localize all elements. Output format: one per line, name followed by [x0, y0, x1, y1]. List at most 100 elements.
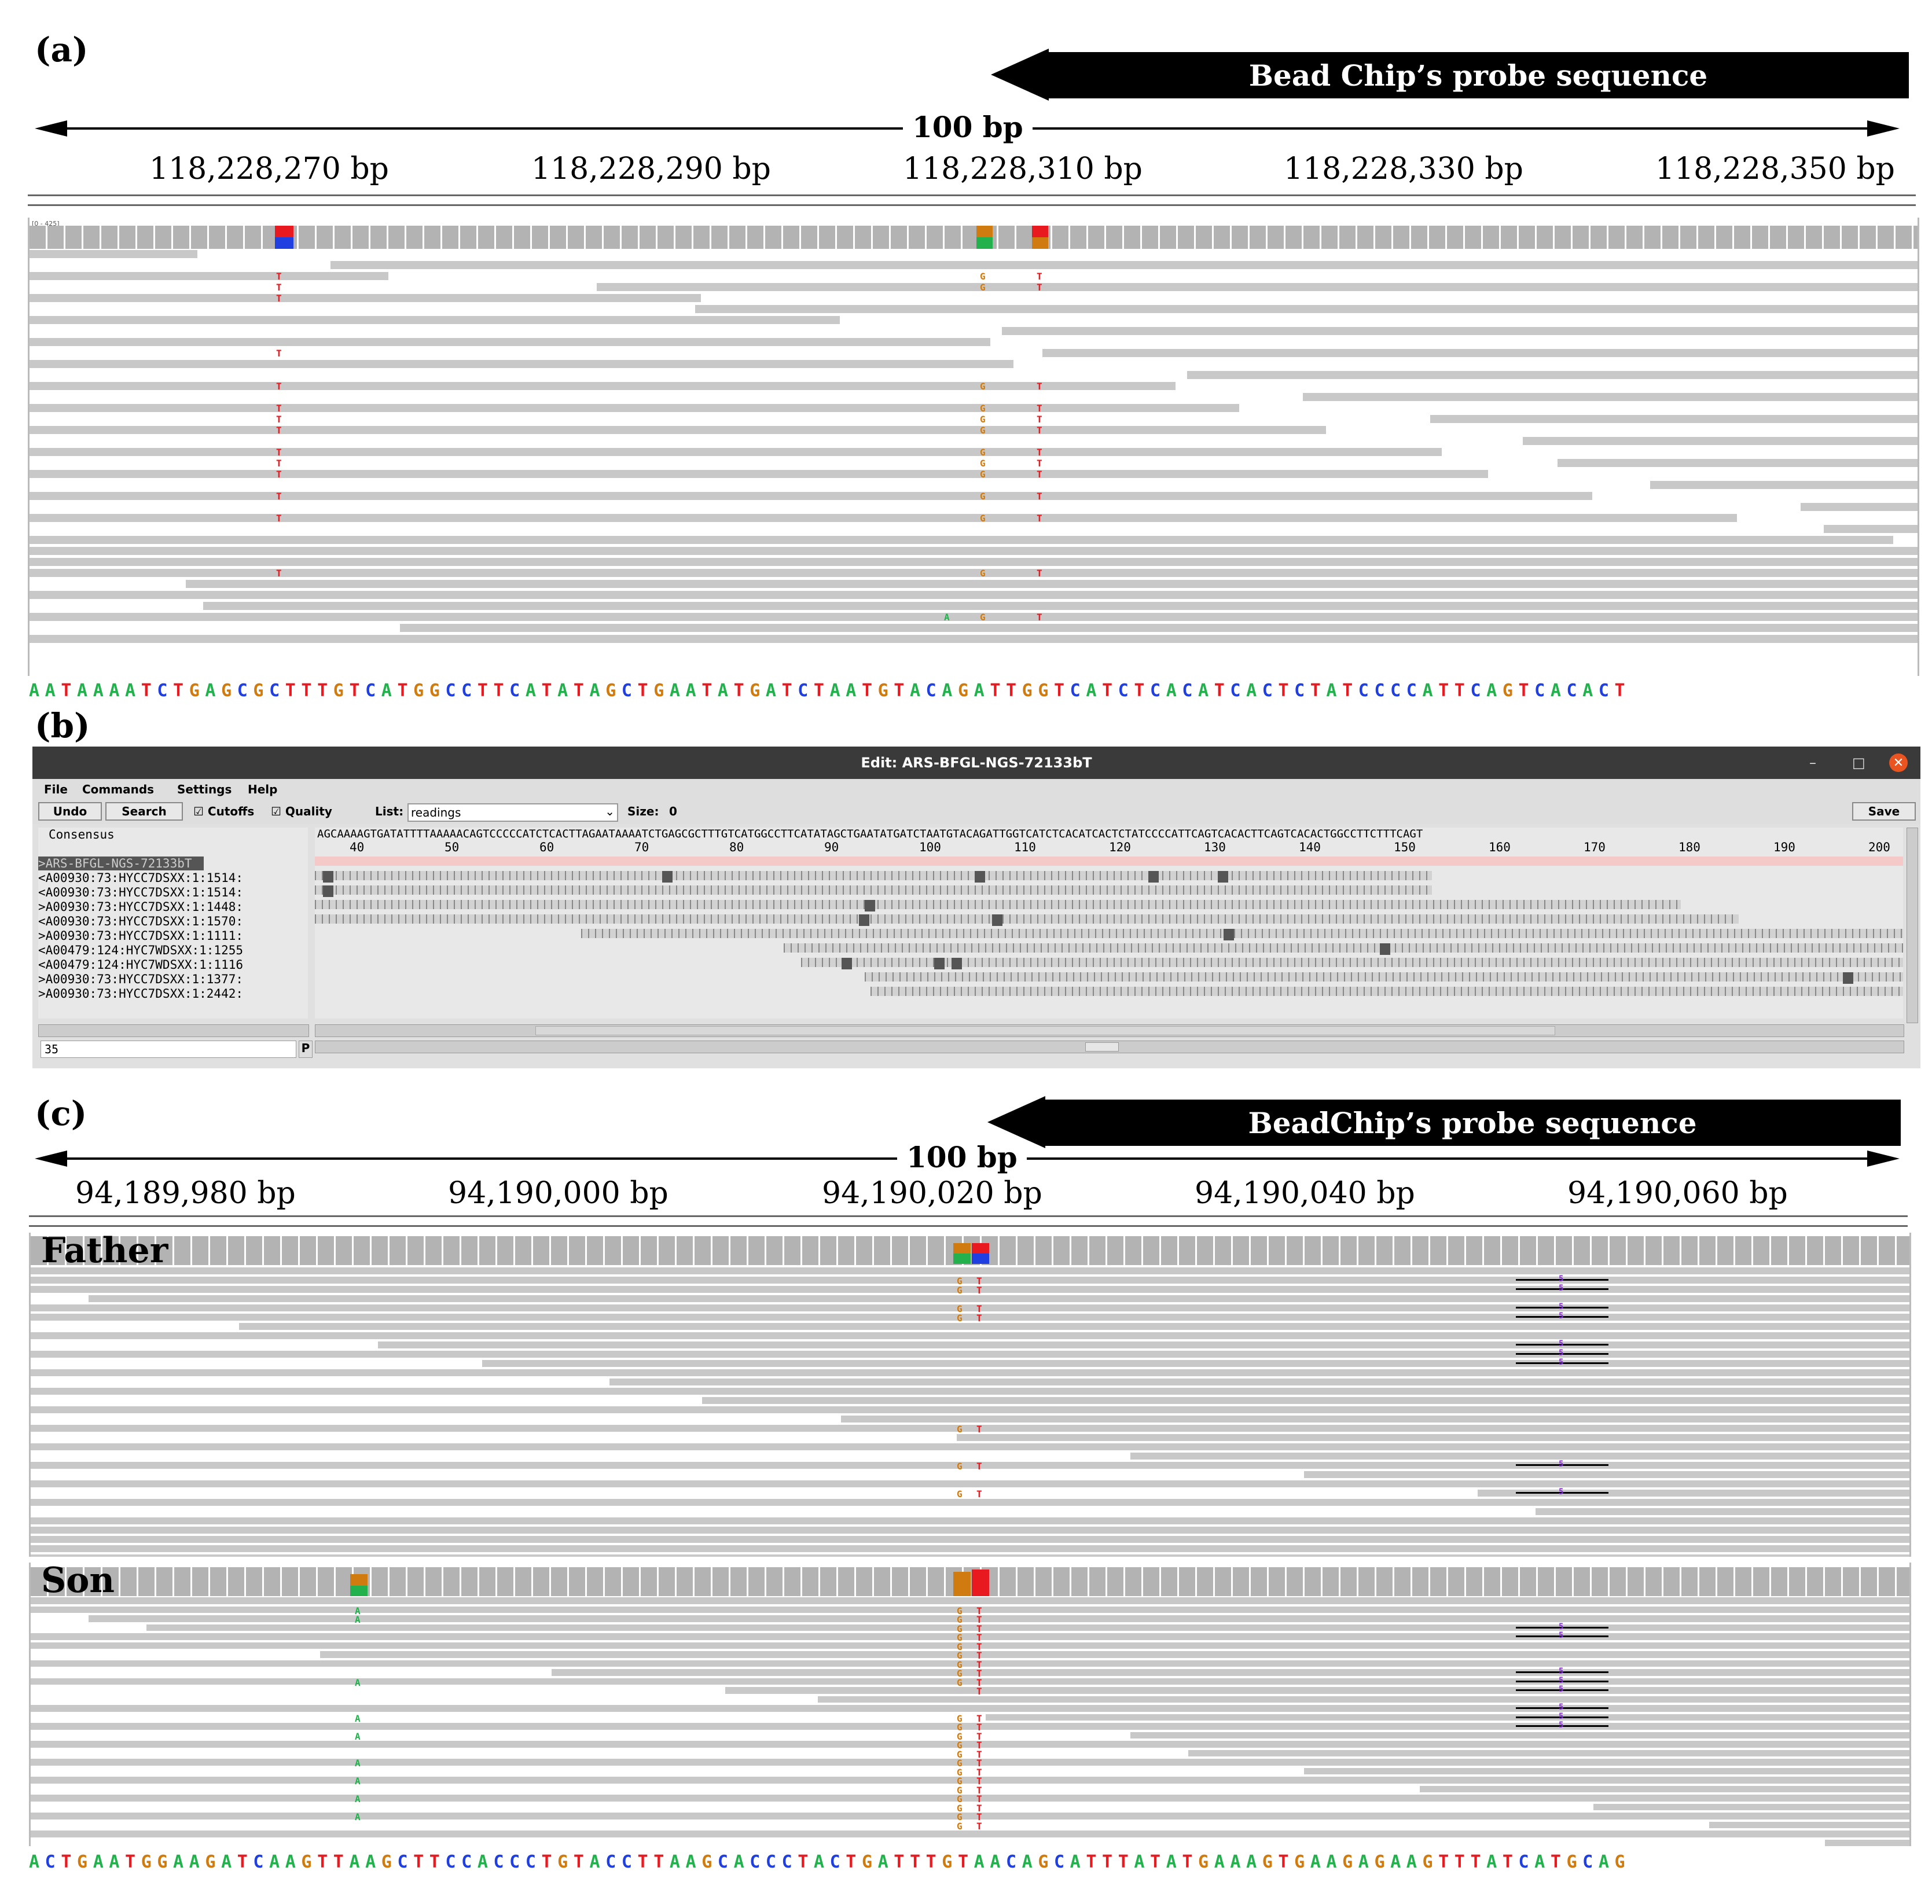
mismatch-base: G — [980, 403, 986, 414]
ref-base: C — [750, 1852, 766, 1872]
search-button[interactable]: Search — [105, 802, 183, 821]
mismatch-base: T — [976, 1285, 982, 1296]
alignment-row — [870, 987, 1903, 996]
alignment-read — [1825, 1839, 1909, 1846]
menu-commands[interactable]: Commands — [82, 782, 155, 796]
p-button[interactable]: P — [299, 1041, 313, 1058]
mismatch-base: G — [980, 612, 986, 623]
mismatch-base: T — [976, 1659, 982, 1670]
ref-base: C — [253, 1852, 270, 1872]
consensus-sequence: AGCAAAAGTGATATTTTAAAAACAGTCCCCCATCTCACTT… — [317, 828, 1423, 840]
alignment-read — [1558, 459, 1918, 467]
ref-base: A — [109, 681, 126, 701]
scrollbar-thumb[interactable] — [535, 1026, 1555, 1035]
ref-base: A — [1198, 681, 1214, 701]
alignment-read — [30, 338, 990, 346]
deletion-line — [1516, 1680, 1608, 1682]
menu-settings[interactable]: Settings — [177, 782, 232, 796]
name-scrollbar[interactable] — [38, 1024, 309, 1037]
window-titlebar[interactable]: Edit: ARS-BFGL-NGS-72133bT — [32, 747, 1920, 779]
mismatch-base: T — [276, 293, 282, 304]
alignment-read — [30, 272, 388, 280]
ref-base: T — [285, 681, 302, 701]
ref-base: T — [957, 1852, 974, 1872]
mismatch-base: T — [976, 1712, 982, 1724]
gap4-editor-window[interactable]: Edit: ARS-BFGL-NGS-72133bT – □ ✕ File Co… — [32, 747, 1920, 1068]
ref-base: C — [397, 1852, 414, 1872]
mismatch-base: G — [957, 1313, 963, 1324]
ref-base: A — [1486, 681, 1503, 701]
menu-file[interactable]: File — [44, 782, 68, 796]
minimize-icon[interactable]: – — [1809, 755, 1816, 771]
ref-base: C — [925, 681, 942, 701]
maximize-icon[interactable]: □ — [1852, 755, 1865, 771]
position-input[interactable]: 35 — [41, 1041, 296, 1058]
ruler-position: 50 — [445, 840, 460, 854]
alignment-read — [1650, 481, 1918, 489]
ref-base: T — [701, 681, 718, 701]
scrollbar-thumb[interactable] — [1085, 1042, 1119, 1052]
alignment-row — [315, 885, 1432, 895]
alignment-read — [30, 382, 1176, 390]
alignment-row — [315, 871, 1432, 880]
undo-button[interactable]: Undo — [38, 802, 102, 821]
mismatch-base: T — [976, 1276, 982, 1287]
ref-base: C — [1390, 681, 1406, 701]
alignment-read — [31, 1527, 1909, 1534]
ref-base: C — [717, 1852, 734, 1872]
mismatch-base: T — [276, 381, 282, 392]
alignment-read — [330, 261, 1918, 269]
ref-base: A — [93, 681, 109, 701]
quality-checkbox[interactable]: ☑ Quality — [271, 804, 332, 818]
sequence-scrollbar[interactable] — [315, 1024, 1904, 1037]
alignment-read — [1187, 371, 1918, 379]
ref-base: T — [1054, 681, 1070, 701]
deletion-count: 5 — [1559, 1302, 1564, 1311]
ref-base: T — [317, 681, 333, 701]
ref-base: G — [942, 1852, 958, 1872]
mismatch-base: T — [276, 458, 282, 469]
ref-base: T — [61, 1852, 78, 1872]
alignment-read — [89, 1295, 1909, 1302]
alignment-read — [239, 1323, 1909, 1330]
list-select[interactable]: readings ⌄ — [407, 803, 618, 822]
deletion-count: 5 — [1559, 1348, 1564, 1358]
quality-block — [323, 871, 333, 883]
mismatch-base: G — [957, 1641, 963, 1652]
ref-base: C — [1182, 681, 1199, 701]
vertical-scrollbar[interactable] — [1907, 828, 1918, 1023]
mismatch-base: T — [276, 568, 282, 579]
cutoffs-checkbox[interactable]: ☑ Cutoffs — [193, 804, 255, 818]
close-icon[interactable]: ✕ — [1889, 753, 1908, 772]
mismatch-base: G — [957, 1784, 963, 1796]
size-value[interactable]: 0 — [669, 804, 677, 818]
mismatch-base: G — [980, 282, 986, 293]
ref-base: T — [894, 1852, 910, 1872]
menu-help[interactable]: Help — [248, 782, 278, 796]
list-label: List: — [375, 804, 404, 818]
coordinate-label: 118,228,270 bp — [149, 152, 389, 186]
coordinate-label: 94,189,980 bp — [75, 1176, 296, 1211]
mismatch-base: A — [355, 1776, 361, 1787]
alignment-read — [31, 1286, 1909, 1293]
ref-base: T — [541, 1852, 558, 1872]
bottom-scrollbar[interactable] — [315, 1041, 1904, 1053]
sequence-area[interactable]: AGCAAAAGTGATATTTTAAAAACAGTCCCCCATCTCACTT… — [315, 828, 1903, 1019]
alignment-read — [552, 1669, 1909, 1676]
alignment-read — [1303, 393, 1918, 401]
mismatch-base: A — [355, 1793, 361, 1804]
ref-base: T — [1278, 1852, 1295, 1872]
save-button[interactable]: Save — [1852, 802, 1916, 821]
ref-base: A — [829, 681, 846, 701]
coordinate-label: 94,190,020 bp — [822, 1176, 1042, 1211]
deletion-line — [1516, 1689, 1608, 1691]
ref-base: G — [1038, 681, 1054, 701]
ref-base: A — [1246, 681, 1262, 701]
alignment-read — [30, 492, 1592, 500]
quality-block — [1380, 943, 1390, 955]
alignment-read — [30, 448, 1442, 456]
alignment-read — [31, 1597, 1909, 1604]
